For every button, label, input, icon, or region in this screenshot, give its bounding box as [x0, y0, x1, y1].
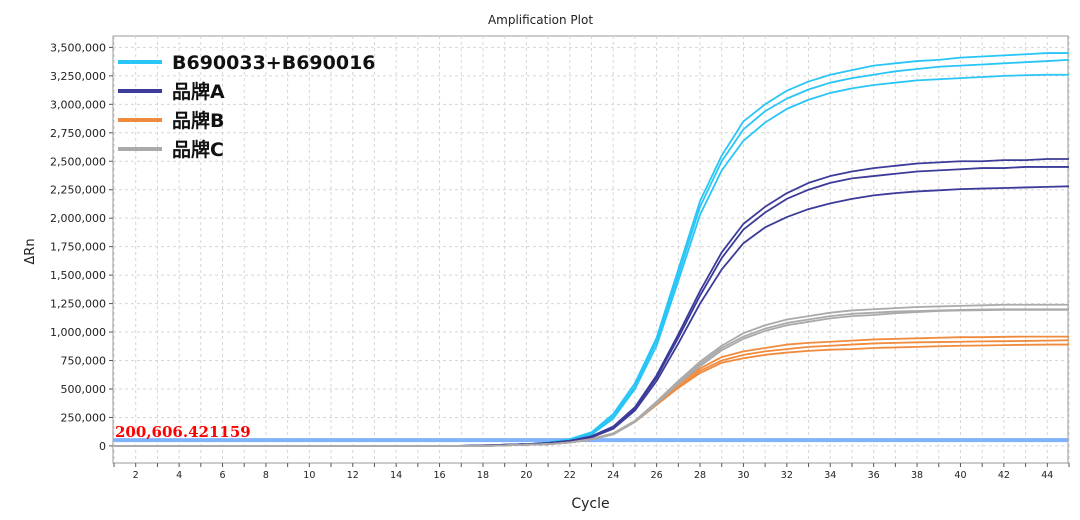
x-tick-label: 6: [219, 470, 225, 481]
x-tick-label: 26: [651, 470, 663, 481]
x-axis-label: Cycle: [571, 496, 609, 512]
chart-title: Amplification Plot: [488, 13, 593, 27]
legend-label-4: 品牌C: [172, 138, 224, 161]
legend-label-3: 品牌B: [172, 109, 224, 132]
x-tick-label: 38: [911, 470, 923, 481]
x-tick-label: 24: [607, 470, 619, 481]
x-tick-label: 18: [477, 470, 489, 481]
y-axis-label: ΔRn: [23, 238, 38, 264]
x-tick-label: 36: [868, 470, 880, 481]
y-tick-label: 2,750,000: [50, 127, 106, 140]
x-tick-label: 12: [347, 470, 359, 481]
x-tick-label: 40: [954, 470, 966, 481]
x-tick-label: 20: [520, 470, 532, 481]
x-tick-label: 28: [694, 470, 706, 481]
y-tick-label: 3,250,000: [50, 70, 106, 83]
x-tick-label: 42: [998, 470, 1010, 481]
series-line-12: [114, 308, 1069, 447]
y-tick-label: 500,000: [61, 383, 107, 396]
y-tick-label: 1,000,000: [50, 326, 106, 339]
series-layer: [114, 52, 1070, 447]
y-tick-label: 1,250,000: [50, 298, 106, 311]
x-tick-label: 10: [303, 470, 315, 481]
y-tick-label: 1,750,000: [50, 241, 106, 254]
x-tick-label: 22: [564, 470, 576, 481]
x-tick-label: 2: [133, 470, 139, 481]
x-tick-label: 16: [434, 470, 446, 481]
y-tick-label: 3,500,000: [50, 41, 106, 54]
legend-label-1: B690033+B690016: [172, 52, 376, 74]
x-tick-label: 8: [263, 470, 269, 481]
axes: 0 250,000 500,000 750,000 1,000,000 1,250,000…: [23, 13, 1070, 512]
x-tick-label: 34: [824, 470, 836, 481]
y-tick-label: 250,000: [61, 411, 107, 424]
y-tick-label: 0: [99, 440, 106, 453]
legend-label-2: 品牌A: [172, 80, 225, 103]
y-tick-label: 2,000,000: [50, 212, 106, 225]
x-tick-label: 44: [1041, 470, 1053, 481]
plot-area: [112, 35, 1069, 464]
y-tick-label: 2,250,000: [50, 184, 106, 197]
y-tick-label: 750,000: [61, 355, 107, 368]
legend: B690033+B690016 品牌A 品牌B 品牌C: [118, 52, 376, 161]
y-tick-label: 2,500,000: [50, 155, 106, 168]
grid: [112, 35, 1070, 464]
x-tick-label: 4: [176, 470, 182, 481]
x-tick-label: 30: [737, 470, 749, 481]
threshold-label: 200,606.421159: [115, 423, 251, 441]
x-tick-label: 32: [781, 470, 793, 481]
x-tick-label: 14: [390, 470, 402, 481]
y-tick-label: 3,000,000: [50, 98, 106, 111]
y-tick-label: 1,500,000: [50, 269, 106, 282]
